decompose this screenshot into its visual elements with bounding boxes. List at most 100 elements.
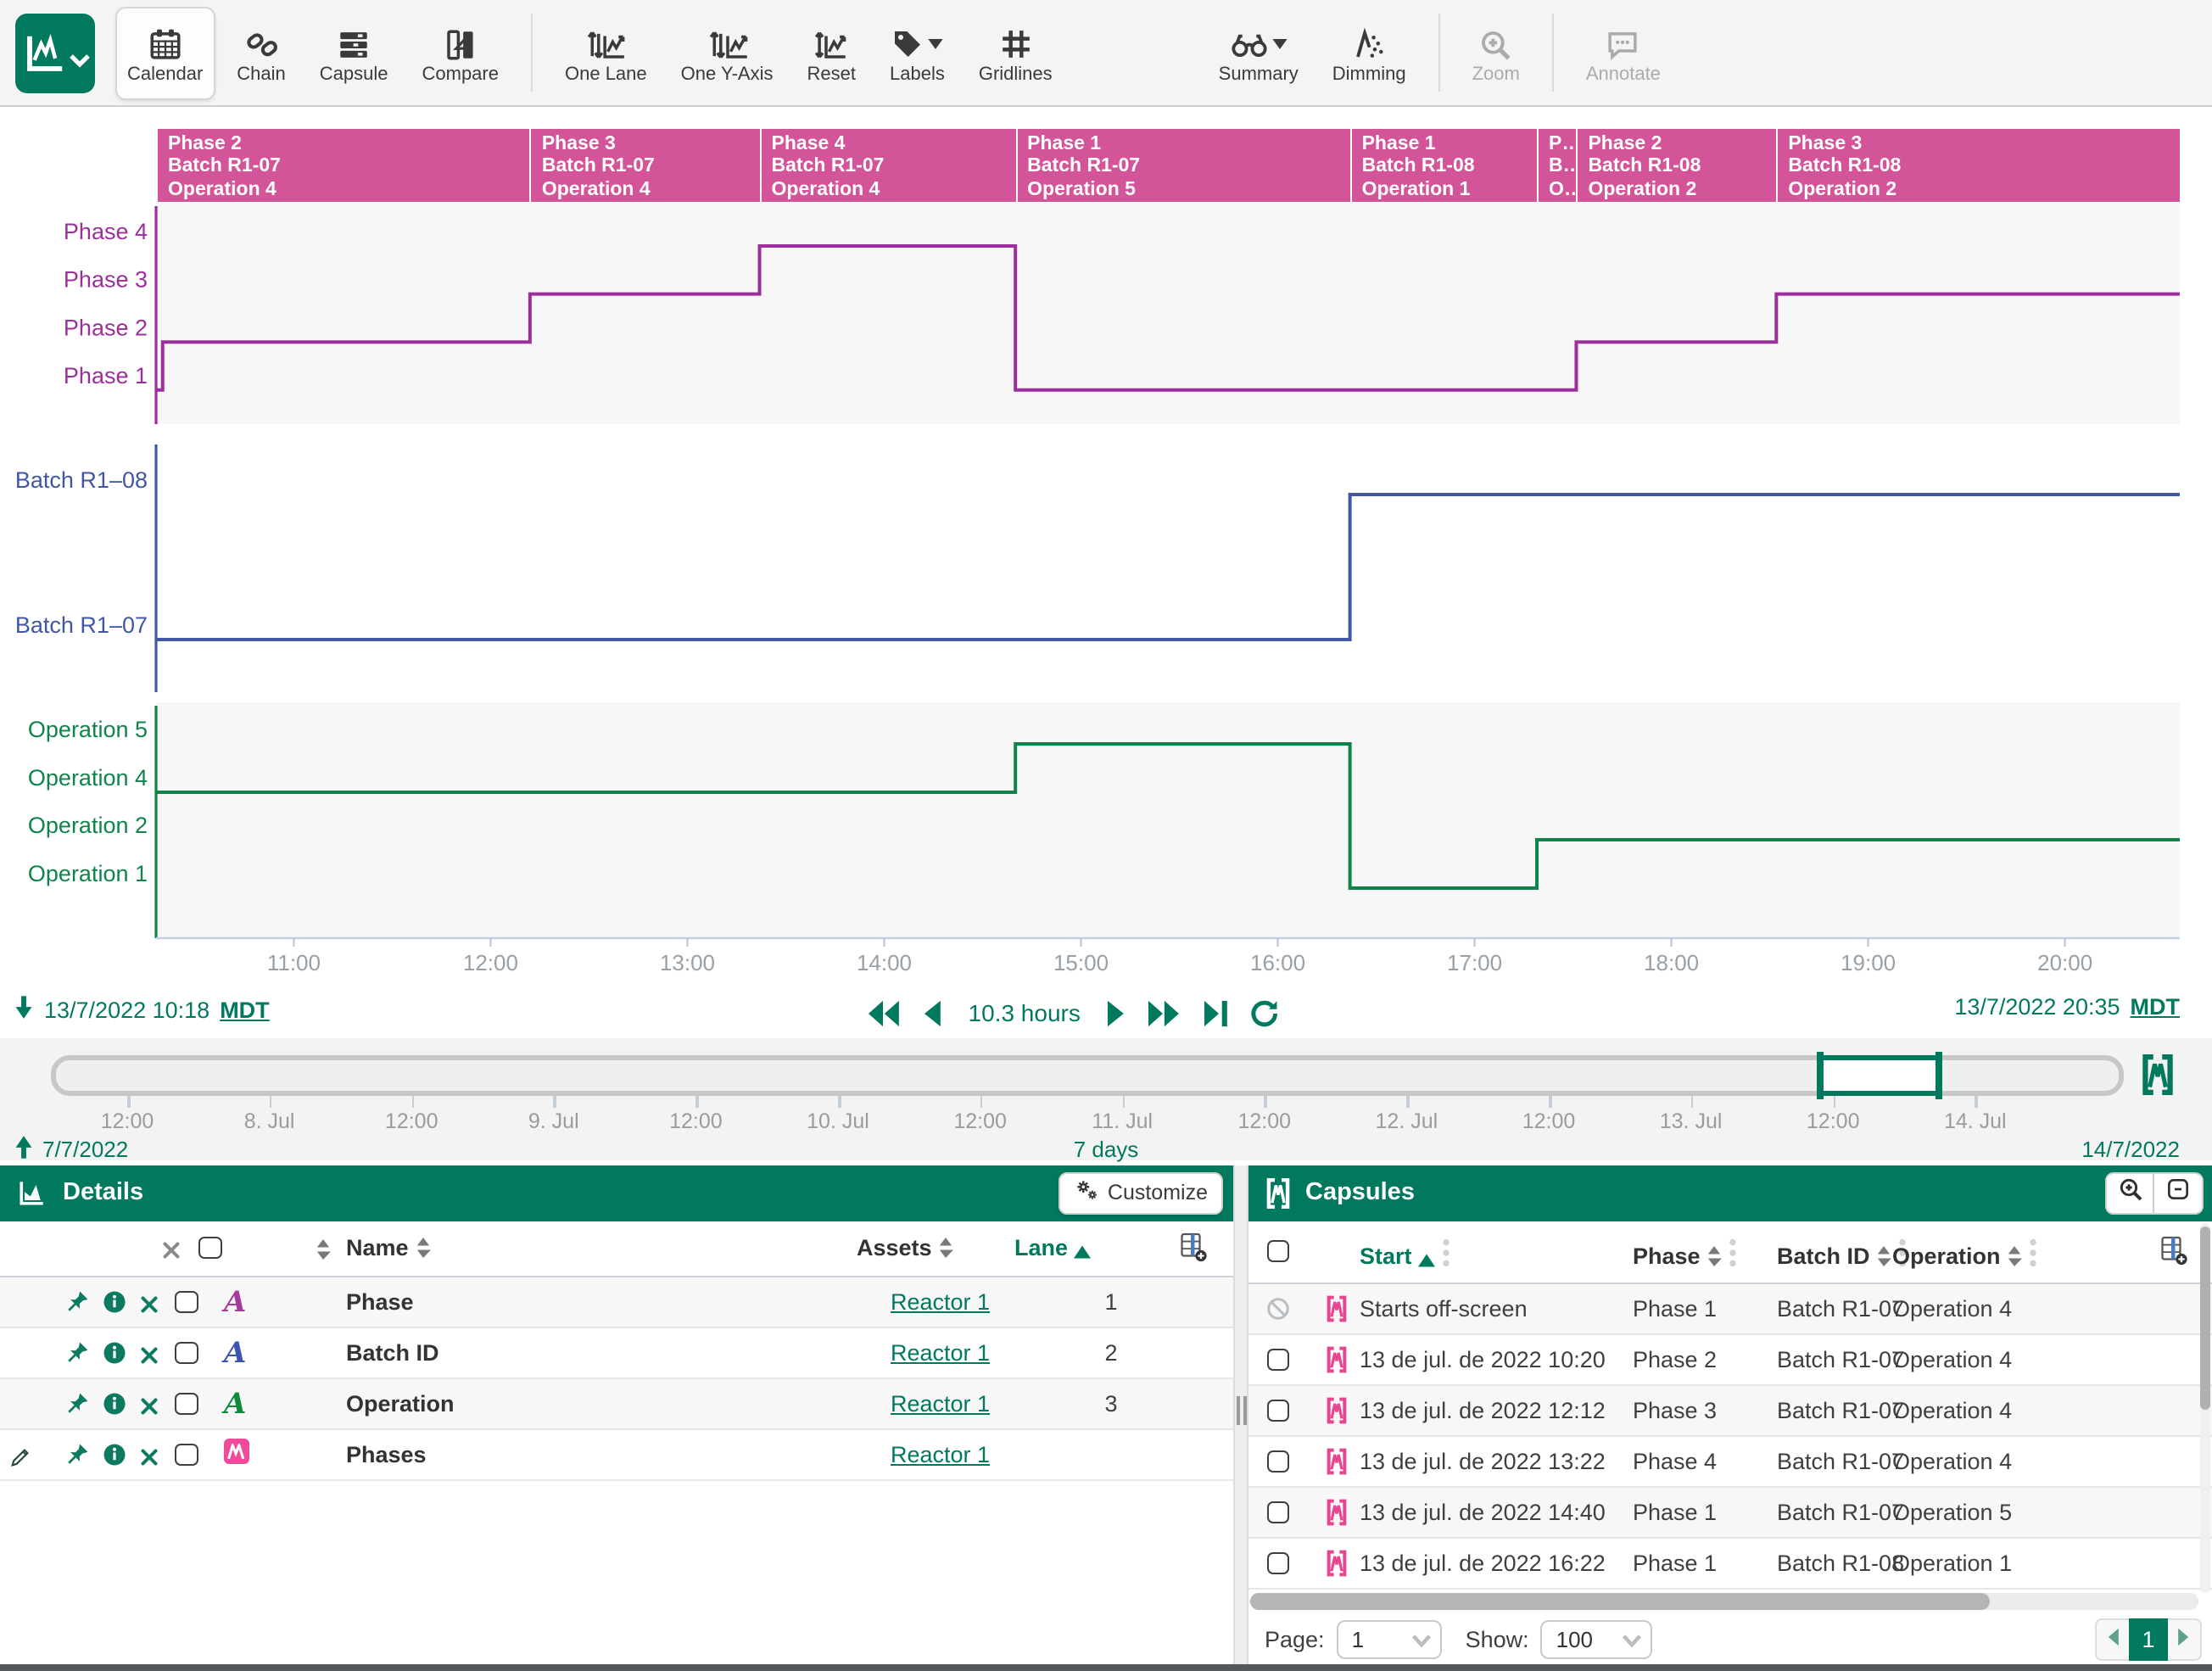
toolbar-compare-button[interactable]: Compare — [411, 6, 511, 99]
x-axis-tick-label: 16:00 — [1250, 950, 1305, 975]
panel-divider[interactable] — [1233, 1165, 1248, 1664]
navigator-capsule-toggle[interactable] — [2141, 1053, 2175, 1104]
trend-chart[interactable]: Phase 4 Phase 3 Phase 2 Phase 1 Batch R1–08 B… — [0, 0, 2212, 1018]
info-icon[interactable] — [102, 1390, 127, 1424]
customize-button[interactable]: Customize — [1058, 1171, 1223, 1215]
row-checkbox[interactable] — [1266, 1399, 1289, 1422]
details-row[interactable]: Phases Reactor 1 — [0, 1429, 1233, 1480]
row-checkbox[interactable] — [175, 1392, 198, 1415]
toolbar-labels-button[interactable]: Labels — [878, 6, 957, 99]
capsule-segment[interactable]: Phase 3 Batch R1-08 Operation 2 — [1776, 129, 2180, 202]
navigator-handle-left[interactable] — [1817, 1052, 1824, 1099]
column-header-phase[interactable]: Phase — [1633, 1238, 1737, 1271]
column-header-name[interactable]: Name — [346, 1234, 431, 1263]
toolbar-calendar-button[interactable]: Calendar — [115, 6, 215, 99]
info-icon[interactable] — [102, 1339, 127, 1373]
toolbar-summary-button[interactable]: Summary — [1207, 6, 1310, 99]
y-axis-label: Operation 4 — [28, 765, 148, 791]
toolbar-one-y-axis-button[interactable]: One Y-Axis — [669, 6, 785, 99]
asset-link[interactable]: Reactor 1 — [891, 1339, 991, 1365]
info-icon[interactable] — [102, 1441, 127, 1475]
pin-icon[interactable] — [64, 1390, 90, 1424]
row-checkbox[interactable] — [175, 1341, 198, 1364]
navigator-handle-right[interactable] — [1936, 1052, 1942, 1099]
pan-right-button[interactable] — [1106, 998, 1126, 1027]
capsule-segment[interactable]: Phase 1 Batch R1-08 Operation 1 — [1349, 129, 1537, 202]
step-back-button[interactable] — [868, 998, 902, 1027]
worksheet-view-selector[interactable] — [15, 13, 95, 92]
capsule-row[interactable]: 13 de jul. de 2022 10:20 Phase 2 Batch R… — [1248, 1334, 2212, 1385]
summary-icon — [1230, 24, 1288, 64]
select-all-checkbox[interactable] — [1266, 1239, 1289, 1262]
toolbar-gridlines-button[interactable]: Gridlines — [967, 6, 1064, 99]
info-icon[interactable] — [102, 1288, 127, 1322]
capsule-segment[interactable]: Phase 3 Batch R1-07 Operation 4 — [529, 129, 760, 202]
pager-next-button[interactable] — [2168, 1626, 2200, 1651]
remove-all-icon[interactable] — [161, 1238, 182, 1268]
capsule-row[interactable]: Starts off-screen Phase 1 Batch R1-07 Op… — [1248, 1283, 2212, 1334]
capsule-row[interactable]: 13 de jul. de 2022 13:22 Phase 4 Batch R… — [1248, 1436, 2212, 1487]
capsule-segment[interactable]: Phase 2 Batch R1-08 Operation 2 — [1576, 129, 1777, 202]
navigator-selection[interactable] — [1817, 1052, 1942, 1099]
add-column-icon[interactable] — [2159, 1234, 2187, 1273]
pin-icon[interactable] — [64, 1339, 90, 1373]
page-select[interactable]: 1 — [1336, 1619, 1442, 1658]
row-checkbox[interactable] — [1266, 1551, 1289, 1574]
refresh-button[interactable] — [1251, 998, 1280, 1027]
timezone-link[interactable]: MDT — [220, 998, 270, 1023]
row-checkbox[interactable] — [175, 1290, 198, 1313]
toolbar-reset-button[interactable]: Reset — [796, 6, 869, 99]
pager-prev-button[interactable] — [2097, 1626, 2129, 1651]
column-header-assets[interactable]: Assets — [857, 1234, 954, 1263]
capsules-collapse-button[interactable] — [2154, 1171, 2204, 1215]
skip-to-now-button[interactable] — [1204, 998, 1229, 1027]
capsules-vscrollbar[interactable] — [2200, 1223, 2210, 1593]
sort-icon[interactable] — [316, 1234, 331, 1268]
column-header-operation[interactable]: Operation — [1892, 1238, 2037, 1271]
step-forward-button[interactable] — [1148, 998, 1181, 1027]
x-axis-tick-label: 19:00 — [1841, 950, 1896, 975]
details-row[interactable]: A Operation Reactor 1 3 — [0, 1378, 1233, 1429]
details-row[interactable]: A Phase Reactor 1 1 — [0, 1277, 1233, 1327]
capsule-segment[interactable]: P…B…O… — [1537, 129, 1577, 202]
capsule-row[interactable]: 13 de jul. de 2022 12:12 Phase 3 Batch R… — [1248, 1385, 2212, 1436]
remove-icon[interactable] — [139, 1343, 159, 1373]
toolbar-dimming-button[interactable]: Dimming — [1321, 6, 1418, 99]
details-row[interactable]: A Batch ID Reactor 1 2 — [0, 1327, 1233, 1378]
edit-pencil-icon[interactable] — [10, 1443, 34, 1475]
add-column-icon[interactable] — [1179, 1231, 1208, 1270]
pager-current-page[interactable]: 1 — [2129, 1618, 2168, 1660]
row-checkbox[interactable] — [175, 1443, 198, 1466]
remove-icon[interactable] — [139, 1394, 159, 1424]
gridlines-icon — [998, 24, 1032, 64]
remove-icon[interactable] — [139, 1292, 159, 1322]
asset-link[interactable]: Reactor 1 — [891, 1441, 991, 1467]
row-checkbox[interactable] — [1266, 1450, 1289, 1473]
pin-icon[interactable] — [64, 1441, 90, 1475]
toolbar-capsule-button[interactable]: Capsule — [308, 6, 400, 99]
capsule-segment[interactable]: Phase 1 Batch R1-07 Operation 5 — [1015, 129, 1350, 202]
remove-icon[interactable] — [139, 1445, 159, 1475]
timezone-link[interactable]: MDT — [2130, 994, 2181, 1020]
capsule-segment[interactable]: Phase 4 Batch R1-07 Operation 4 — [759, 129, 1016, 202]
column-header-start[interactable]: Start — [1360, 1238, 1450, 1271]
capsule-icon — [1326, 1446, 1346, 1484]
column-header-batch[interactable]: Batch ID — [1777, 1238, 1907, 1271]
row-checkbox[interactable] — [1266, 1348, 1289, 1371]
capsules-hscrollbar[interactable] — [1249, 1593, 2198, 1610]
capsule-row[interactable]: 13 de jul. de 2022 14:40 Phase 1 Batch R… — [1248, 1487, 2212, 1538]
show-select[interactable]: 100 — [1540, 1619, 1653, 1658]
capsules-zoom-button[interactable] — [2105, 1171, 2154, 1215]
navigator-track[interactable] — [51, 1055, 2124, 1096]
select-all-checkbox[interactable] — [198, 1236, 221, 1259]
capsule-row[interactable]: 13 de jul. de 2022 16:22 Phase 1 Batch R… — [1248, 1538, 2212, 1589]
pin-icon[interactable] — [64, 1288, 90, 1322]
asset-link[interactable]: Reactor 1 — [891, 1390, 991, 1416]
row-checkbox[interactable] — [1266, 1501, 1289, 1523]
toolbar-chain-button[interactable]: Chain — [225, 6, 298, 99]
pan-left-button[interactable] — [924, 998, 943, 1027]
asset-link[interactable]: Reactor 1 — [891, 1288, 991, 1314]
capsule-segment[interactable]: Phase 2 Batch R1-07 Operation 4 — [156, 129, 530, 202]
column-header-lane[interactable]: Lane — [1014, 1234, 1092, 1263]
toolbar-one-lane-button[interactable]: One Lane — [553, 6, 659, 99]
